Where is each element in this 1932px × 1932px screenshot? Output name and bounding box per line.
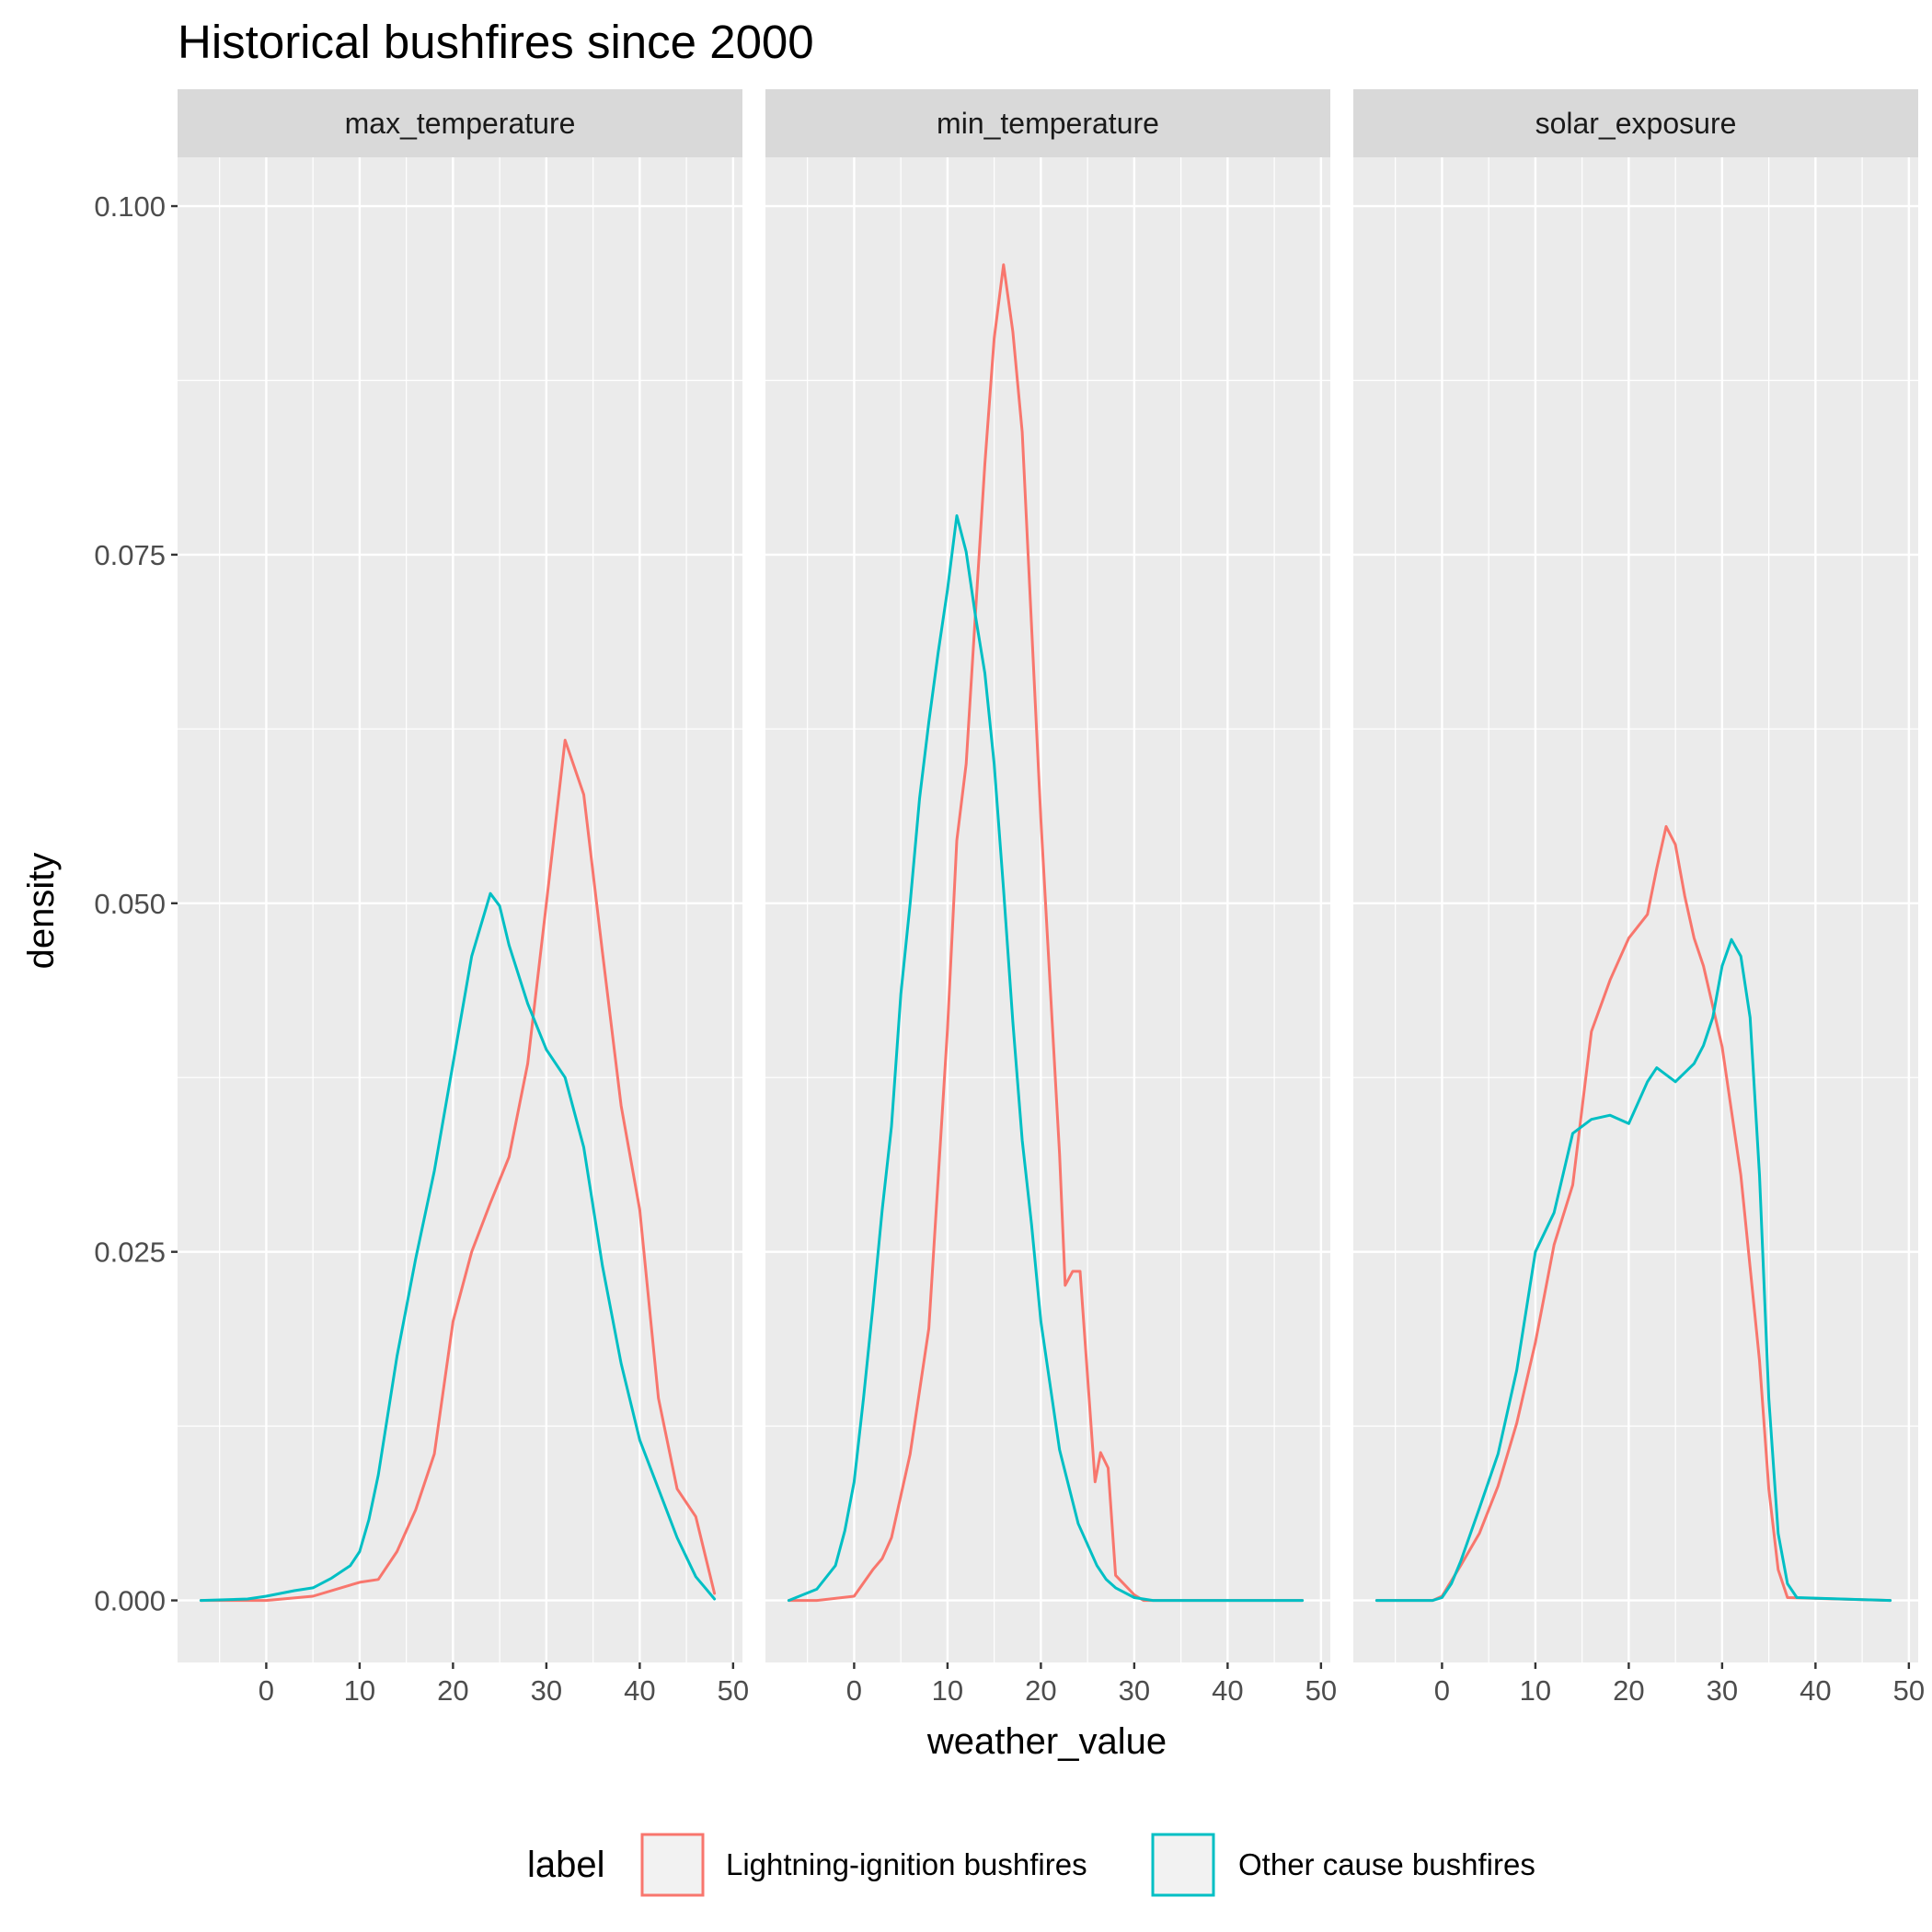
x-tick-label: 30 [1119,1674,1150,1707]
density-line-other-cause-bushfires [787,514,1305,1603]
facet-strip [178,89,742,157]
y-tick-label: 0.050 [94,888,166,920]
x-tick-label: 10 [1520,1674,1551,1707]
facet-strip-label: max_temperature [345,107,576,140]
y-tick-label: 0.075 [94,539,166,571]
x-tick-label: 40 [1800,1674,1831,1707]
facet-strip-label: min_temperature [937,107,1159,140]
y-axis: 0.000 0.025 0.050 0.075 0.100 [94,190,178,1617]
panel-background [765,157,1330,1662]
legend-title: label [527,1845,605,1885]
x-tick-label: 20 [437,1674,468,1707]
legend-key [1151,1833,1215,1897]
facet-strip [1353,89,1918,157]
chart-title: Historical bushfires since 2000 [178,16,814,68]
x-tick-label: 40 [1212,1674,1243,1707]
panel-background [1353,157,1918,1662]
x-tick-label: 30 [1707,1674,1738,1707]
y-axis-title: density [21,853,62,970]
facet-strip [765,89,1330,157]
x-tick-label: 20 [1613,1674,1644,1707]
x-tick-label: 50 [1893,1674,1925,1707]
x-tick-label: 10 [932,1674,963,1707]
x-tick-label: 50 [718,1674,749,1707]
x-tick-label: 40 [624,1674,655,1707]
legend: label Lightning-ignition bushfires Other … [527,1833,1535,1897]
density-line-lightning-ignition-bushfires [787,263,1305,1603]
legend-item: Other cause bushfires [1151,1833,1535,1897]
y-tick-label: 0.100 [94,190,166,223]
x-tick-label: 0 [1434,1674,1450,1707]
density-line-lightning-ignition-bushfires [199,739,717,1603]
x-tick-label: 50 [1305,1674,1337,1707]
legend-label: Lightning-ignition bushfires [726,1847,1087,1881]
x-tick-label: 0 [259,1674,274,1707]
density-line-other-cause-bushfires [1374,937,1892,1603]
y-tick-label: 0.025 [94,1236,166,1269]
density-line-other-cause-bushfires [199,891,717,1603]
facet-solar_exposure: solar_exposure 0 10 20 30 40 50 [1353,89,1925,1707]
panel-background [178,157,742,1662]
facet-strip-label: solar_exposure [1535,107,1737,140]
density-line-lightning-ignition-bushfires [1374,824,1892,1603]
x-tick-label: 30 [531,1674,562,1707]
legend-items: Lightning-ignition bushfires Other cause … [640,1833,1535,1897]
x-tick-label: 10 [344,1674,375,1707]
legend-key [640,1833,705,1897]
y-tick-label: 0.000 [94,1585,166,1617]
facet-min_temperature: min_temperature 0 10 20 30 40 50 [765,89,1337,1707]
legend-label: Other cause bushfires [1238,1847,1535,1881]
x-tick-label: 0 [846,1674,862,1707]
legend-item: Lightning-ignition bushfires [640,1833,1087,1897]
x-tick-label: 20 [1025,1674,1056,1707]
x-axis-title: weather_value [926,1721,1167,1762]
facet-max_temperature: max_temperature 0 10 20 30 40 50 [178,89,749,1707]
